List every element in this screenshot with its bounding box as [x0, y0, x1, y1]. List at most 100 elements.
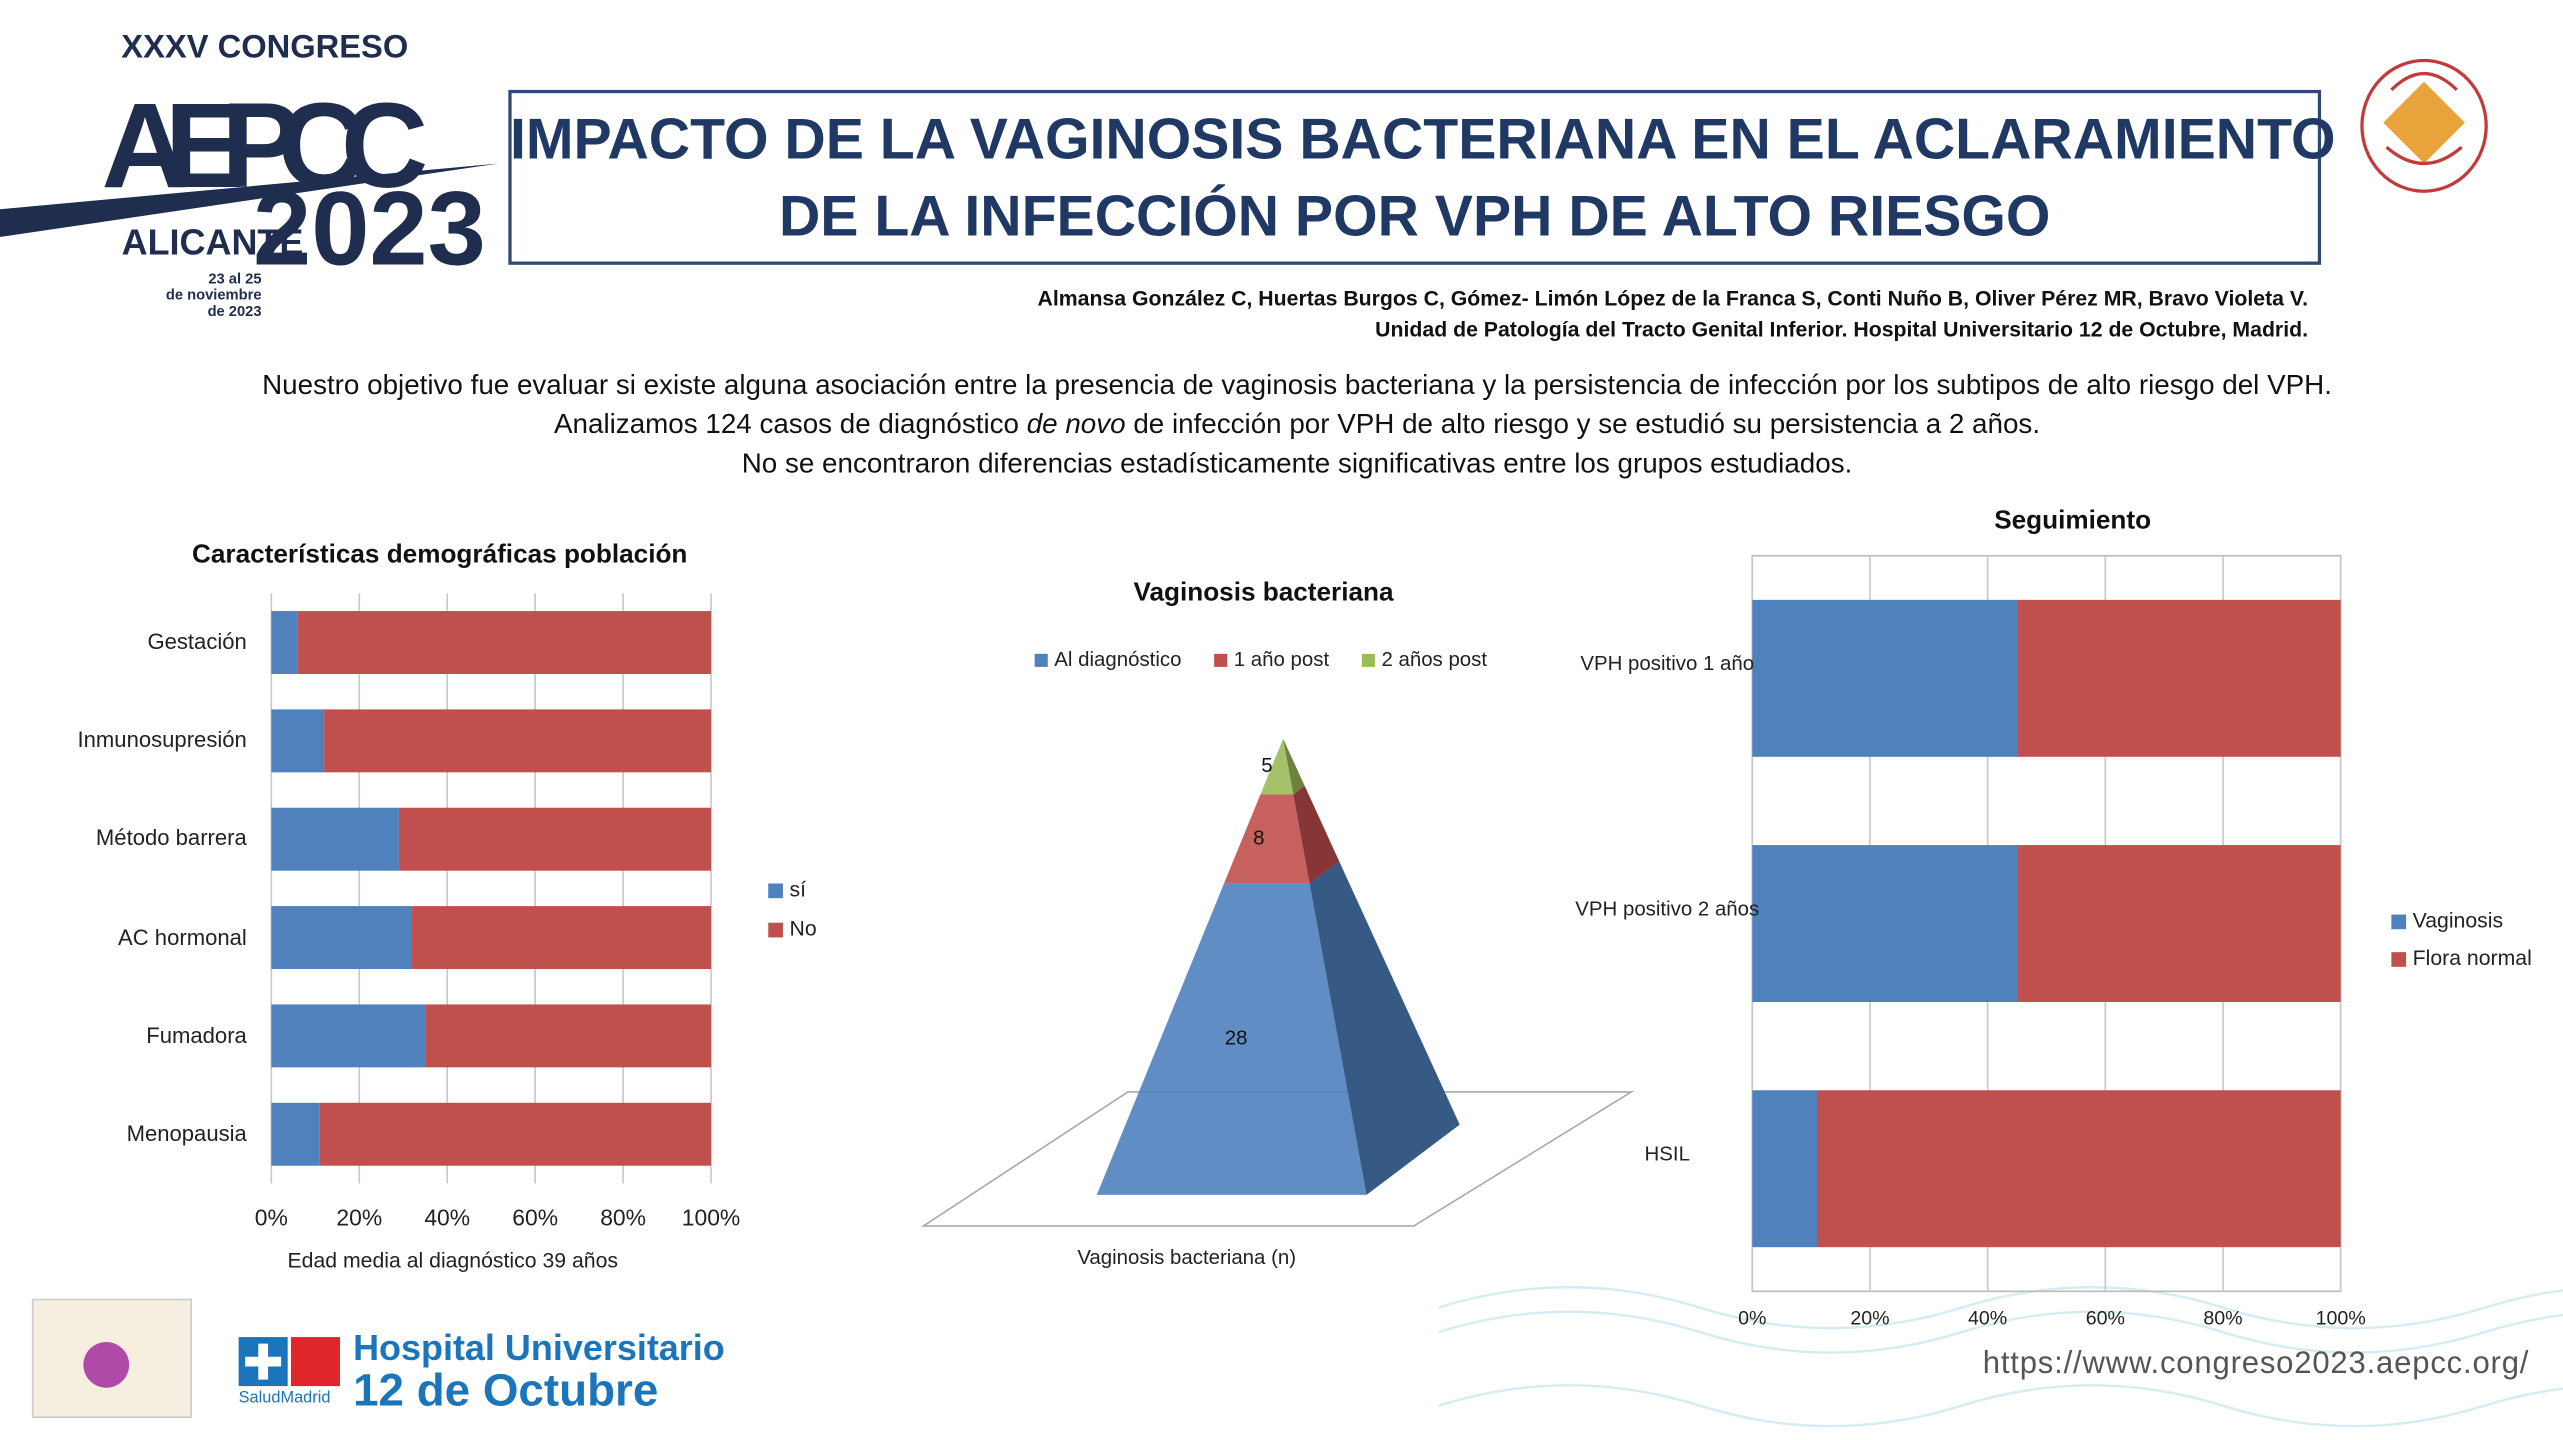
authors: Almansa González C, Huertas Burgos C, Gó… — [1037, 286, 2309, 311]
x-axis-label: Edad media al diagnóstico 39 años — [288, 1248, 619, 1272]
legend-swatch — [768, 883, 783, 899]
legend-label: No — [789, 917, 816, 941]
x-tick-label: 100% — [2316, 1307, 2366, 1329]
bar-segment — [1752, 599, 2018, 757]
y-tick-label: Menopausia — [126, 1121, 247, 1146]
title-box — [508, 89, 2322, 265]
x-tick-label: 60% — [512, 1204, 558, 1230]
bar-segment — [271, 807, 399, 871]
logo-dates: 23 al 25 — [208, 271, 261, 287]
logo-city: ALICANTE — [122, 222, 304, 263]
x-tick-label: 20% — [336, 1204, 382, 1230]
bar-segment — [1752, 845, 2018, 1002]
legend-swatch — [2391, 914, 2407, 930]
y-tick-label: VPH positivo 2 años — [1575, 897, 1760, 921]
intro-text: de infección por VPH de alto riesgo y se… — [1125, 408, 2041, 440]
health-service: SaludMadrid — [238, 1389, 331, 1408]
x-tick-label: 60% — [2086, 1307, 2125, 1329]
bar-segment — [2017, 599, 2341, 757]
data-label: 8 — [1253, 827, 1264, 849]
legend-label: Vaginosis — [2413, 909, 2504, 933]
x-tick-label: 100% — [682, 1204, 741, 1230]
hospital-logo — [238, 1337, 340, 1387]
pyramid-segment — [1260, 738, 1305, 795]
y-tick-label: Gestación — [147, 629, 247, 654]
data-label: 28 — [1225, 1028, 1248, 1050]
intro-line: Analizamos 124 casos de diagnóstico de n… — [0, 405, 2563, 444]
legend-swatch — [1214, 653, 1228, 667]
pyramid-side — [1293, 785, 1340, 884]
affiliation: Unidad de Patología del Tracto Genital I… — [1375, 317, 2309, 342]
y-tick-label: Inmunosupresión — [77, 727, 247, 753]
y-tick-label: HSIL — [1644, 1142, 1690, 1166]
data-label: 5 — [1261, 755, 1272, 777]
intro-italic: de novo — [1026, 408, 1126, 440]
legend-label: 1 año post — [1234, 649, 1330, 671]
chart-title: Vaginosis bacteriana — [1133, 576, 1394, 606]
pyramid-segment — [1224, 785, 1340, 884]
logo-dates: de 2023 — [208, 304, 262, 320]
bar-segment — [1816, 1090, 2341, 1248]
legend-swatch — [1361, 653, 1375, 667]
y-tick-label: VPH positivo 1 año — [1580, 652, 1755, 676]
intro: Nuestro objetivo fue evaluar si existe a… — [0, 366, 2563, 484]
legend-label: sí — [789, 877, 806, 901]
intro-text: Analizamos 124 casos de diagnóstico — [554, 408, 1027, 440]
intro-line: No se encontraron diferencias estadístic… — [741, 447, 1853, 479]
logo-year: 2023 — [253, 171, 486, 288]
legend-swatch — [1034, 653, 1048, 667]
bar-segment — [271, 906, 413, 970]
pyramid-front — [1096, 883, 1367, 1195]
bar-segment — [398, 807, 712, 871]
hospital-name: Hospital Universitario 12 de Octubre — [353, 1327, 725, 1414]
bar-segment — [271, 611, 298, 674]
pyramid-side — [1309, 861, 1460, 1195]
x-tick-label: 80% — [2203, 1307, 2242, 1329]
bar-segment — [2017, 845, 2341, 1002]
logo-dates: de noviembre — [166, 288, 262, 304]
bar-segment — [324, 709, 712, 773]
pyramid-side-shade — [1293, 785, 1340, 884]
legend-swatch — [768, 922, 783, 938]
pyramid-side — [1283, 738, 1305, 795]
legend-label: 2 años post — [1381, 649, 1487, 671]
pyramid-front — [1260, 738, 1294, 795]
y-tick-label: Método barrera — [95, 826, 247, 851]
bar-segment — [271, 709, 325, 773]
bar-segment — [1752, 1090, 1817, 1248]
x-tick-label: 0% — [1738, 1307, 1766, 1329]
legend-label: Flora normal — [2413, 946, 2532, 970]
authors-block: Almansa González C, Huertas Burgos C, Gó… — [1037, 283, 2308, 345]
title: IMPACTO DE LA VAGINOSIS BACTERIANA EN EL… — [509, 101, 2336, 255]
chart-title: Características demográficas población — [192, 539, 687, 569]
x-tick-label: 40% — [424, 1204, 470, 1230]
y-tick-label: AC hormonal — [118, 924, 247, 949]
x-axis-label: Vaginosis bacteriana (n) — [1077, 1247, 1296, 1269]
bar-segment — [271, 1102, 320, 1166]
logo-congress: XXXV CONGRESO — [121, 28, 408, 65]
title-line: DE LA INFECCIÓN POR VPH DE ALTO RIESGO — [778, 184, 2051, 249]
x-tick-label: 40% — [1968, 1307, 2007, 1329]
pyramid-segment — [1096, 861, 1460, 1195]
title-line: IMPACTO DE LA VAGINOSIS BACTERIANA EN EL… — [509, 107, 2336, 172]
intro-line: Nuestro objetivo fue evaluar si existe a… — [262, 369, 2332, 401]
background-waves — [1438, 1286, 2563, 1428]
hospital-line: 12 de Octubre — [353, 1364, 659, 1416]
legend-label: Al diagnóstico — [1054, 649, 1181, 671]
legend-swatch — [2391, 952, 2407, 967]
chart-title: Seguimiento — [1994, 504, 2151, 534]
pyramid-side-shade — [1309, 861, 1460, 1195]
pyramid-side-shade — [1283, 738, 1305, 795]
url: https://www.congreso2023.aepcc.org/ — [1982, 1346, 2530, 1382]
pyramid-front — [1224, 794, 1310, 884]
bar-segment — [425, 1004, 712, 1068]
bar-segment — [319, 1102, 712, 1166]
x-tick-label: 0% — [255, 1204, 288, 1230]
society-emblem — [2360, 58, 2488, 193]
bar-segment — [271, 1004, 426, 1068]
bar-segment — [412, 906, 712, 970]
unit-logo-icon — [83, 1341, 130, 1388]
